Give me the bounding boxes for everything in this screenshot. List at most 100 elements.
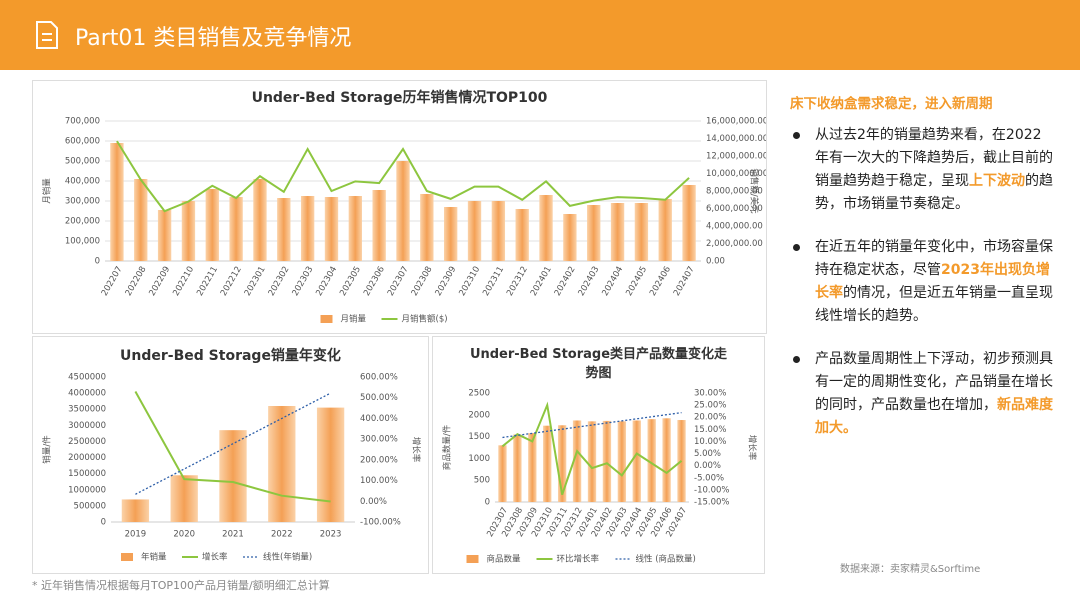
bar [498, 445, 507, 502]
y2-axis-label: 增长率 [411, 437, 422, 463]
bullet-text: 从过去2年的销量趋势来看，在2022年有一次大的下降趋势后，截止目前的销量趋势趋… [815, 127, 1053, 189]
legend-label: 月销量 [341, 314, 367, 325]
x-tick-label: 202309 [434, 265, 459, 298]
legend-label: 月销售额($) [402, 314, 448, 325]
bullet-text: 的情况，但是近五年销量一直呈现线性增长的趋势。 [815, 285, 1053, 324]
x-tick-label: 202401 [529, 265, 554, 298]
bar [316, 407, 345, 522]
bar [515, 209, 529, 261]
bar [110, 143, 124, 261]
bullet-text: 上下波动 [969, 173, 1025, 189]
y2-tick-label: 0.00 [706, 257, 725, 267]
y2-tick-label: 300.00% [360, 435, 398, 445]
y-tick-label: 1000000 [68, 485, 106, 495]
y-tick-label: 400,000 [65, 177, 100, 187]
y2-tick-label: 10,000,000.00 [706, 169, 766, 179]
x-tick-label: 202306 [362, 265, 387, 298]
bar [491, 201, 506, 261]
y-tick-label: 2500 [468, 389, 490, 399]
y2-tick-label: 8,000,000.00 [706, 187, 763, 197]
y-tick-label: 3000000 [68, 421, 106, 431]
bar [121, 499, 150, 522]
header-title: Part01 类目销售及竞争情况 [75, 26, 352, 51]
y-tick-label: 100,000 [65, 237, 100, 247]
y-tick-label: 700,000 [65, 117, 100, 127]
legend-label: 年销量 [141, 552, 167, 563]
y2-tick-label: 500.00% [360, 393, 398, 403]
header: Part01 类目销售及竞争情况 [0, 0, 1080, 70]
bar [634, 203, 649, 261]
legend-swatch [121, 553, 133, 561]
y2-tick-label: 12,000,000.00 [706, 152, 766, 162]
x-tick-label: 2021 [222, 530, 244, 540]
y-tick-label: 500 [474, 476, 490, 486]
bar [444, 207, 458, 261]
chart: 0 100,000 200,000 300,000 400,000 500,000 600,… [42, 117, 767, 325]
y2-tick-label: 4,000,000.00 [706, 222, 763, 232]
bar [467, 201, 482, 261]
y2-tick-label: 30.00% [694, 389, 726, 399]
y-axis-label: 销量/件 [42, 435, 53, 464]
chart-box: 0 500 1000 1500 2000 2500 -15.00% -10.00% -5.00%… [432, 336, 765, 574]
bar [647, 419, 656, 502]
line [501, 401, 683, 496]
chart-title: Under-Bed Storage历年销售情况TOP100 [251, 90, 548, 106]
y2-tick-label: 25.00% [694, 401, 726, 411]
x-tick-label: 2022 [271, 530, 293, 540]
y2-tick-label: 6,000,000.00 [706, 204, 763, 214]
x-tick-label: 2023 [320, 530, 342, 540]
bar [572, 420, 582, 502]
y2-tick-label: 15.00% [694, 425, 726, 435]
y-tick-label: 200,000 [65, 217, 100, 227]
y2-tick-label: 5.00% [694, 449, 721, 459]
line [134, 391, 331, 503]
y-tick-label: 600,000 [65, 137, 100, 147]
y2-tick-label: 400.00% [360, 414, 398, 424]
bar [539, 195, 553, 261]
x-tick-label: 202311 [481, 265, 506, 298]
x-tick-label: 202307 [386, 265, 411, 298]
panel-heading: 床下收纳盒需求稳定，进入新周期 [790, 96, 993, 112]
bullet-text: 2023年出现负增长率 [815, 262, 1050, 301]
bar [268, 406, 296, 522]
bar [219, 430, 247, 522]
y2-tick-label: 100.00% [360, 476, 398, 486]
chart: 0 500000 1000000 1500000 2000000 2500000 30000… [42, 373, 422, 563]
x-tick-label: 202210 [171, 265, 196, 298]
x-tick-label: 202308 [410, 265, 435, 298]
bar [602, 420, 612, 502]
y2-tick-label: -15.00% [694, 498, 729, 508]
source: 数据来源：卖家精灵&Sorftime [840, 564, 981, 575]
legend-label: 增长率 [202, 552, 228, 563]
bullet: 产品数量周期性上下浮动，初步预测具有一定的周期性变化，产品销量在增长的同时，产品… [790, 348, 1055, 440]
bar [300, 196, 315, 261]
x-tick-label: 202402 [553, 265, 578, 298]
x-tick-label: 202303 [291, 265, 316, 298]
bar [587, 421, 597, 502]
y2-tick-label: 2,000,000.00 [706, 239, 763, 249]
y2-tick-label: -5.00% [694, 473, 724, 483]
footnote: * 近年销售情况根据每月TOP100产品月销量/额明细汇总计算 [32, 579, 330, 592]
bar [587, 205, 601, 261]
bar [610, 203, 625, 261]
bullet-text: 的趋势，市场销量节奏稳定。 [815, 173, 1053, 212]
line [135, 392, 331, 495]
y-tick-label: 4500000 [68, 373, 106, 383]
bar [277, 198, 291, 261]
bar [557, 425, 567, 502]
x-tick-label: 2020 [173, 530, 195, 540]
y-tick-label: 2000 [468, 410, 490, 420]
legend-swatch [320, 315, 333, 323]
bar [658, 199, 672, 261]
bar [396, 161, 410, 261]
x-tick-label: 202312 [505, 265, 530, 298]
x-tick-label: 202304 [314, 265, 339, 298]
y-tick-label: 1000 [468, 454, 490, 464]
line [116, 140, 690, 213]
y-tick-label: 1500000 [68, 469, 106, 479]
y2-tick-label: 10.00% [694, 437, 726, 447]
bar [632, 420, 641, 502]
y-tick-label: 2500000 [68, 437, 106, 447]
chart-box: 0 500000 1000000 1500000 2000000 2500000 30000… [32, 336, 429, 574]
